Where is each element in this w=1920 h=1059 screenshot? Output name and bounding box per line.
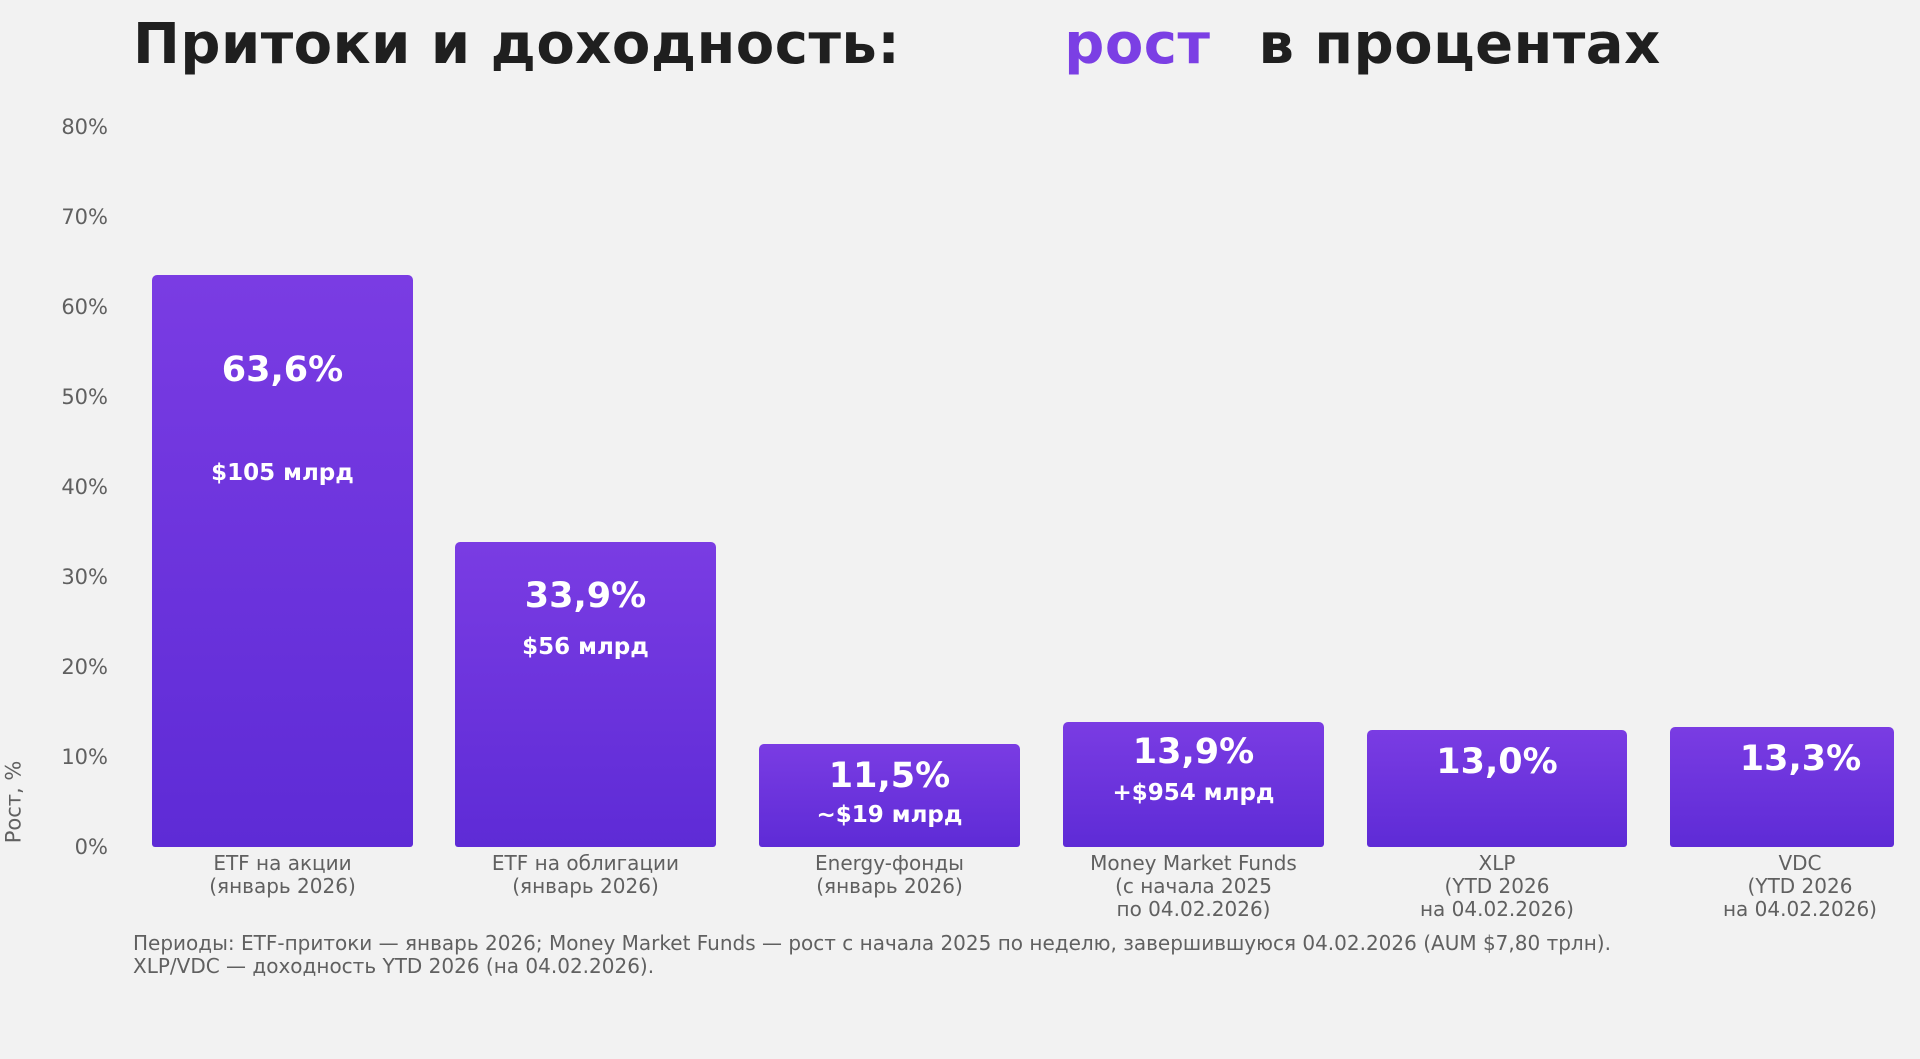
bar-value-label: 33,9% — [524, 575, 647, 616]
x-category-label-line: ETF на акции — [213, 851, 352, 875]
bar: 33,9% $56 млрд — [455, 541, 716, 847]
y-axis-label: Рост, % — [1, 760, 26, 844]
bar-amount-label: $105 млрд — [211, 459, 354, 486]
x-category-label-line: по 04.02.2026) — [1116, 897, 1271, 921]
bar-amount-label: ~$19 млрд — [816, 801, 963, 828]
bar: 11,5% ~$19 млрд — [759, 743, 1020, 847]
footnote-line-2: XLP/VDC — доходность YTD 2026 (на 04.02.… — [133, 954, 655, 978]
bar-amount-label: $56 млрд — [522, 633, 649, 660]
title-part1: Притоки и доходность: — [133, 12, 901, 77]
x-category-label-line: (январь 2026) — [209, 874, 356, 898]
x-category-label-line: VDC — [1778, 851, 1822, 875]
y-tick-label: 10% — [61, 745, 108, 769]
x-category-label-line: XLP — [1478, 851, 1516, 875]
x-category-label-line: (YTD 2026 — [1444, 874, 1550, 898]
x-category-label-line: Money Market Funds — [1090, 851, 1297, 875]
y-tick-label: 50% — [61, 385, 108, 409]
x-category-label: ETF на акции (январь 2026) — [123, 852, 443, 898]
bar-value-label: 13,0% — [1436, 742, 1558, 782]
footnote: Периоды: ETF-притоки — январь 2026; Mone… — [133, 932, 1611, 978]
bar: 13,3% — [1670, 727, 1894, 847]
bar-value-label: 11,5% — [828, 755, 951, 796]
y-tick-label: 70% — [61, 205, 108, 229]
bar-value-label: 13,3% — [1739, 739, 1862, 780]
x-category-label: Energy-фонды (январь 2026) — [730, 852, 1050, 898]
chart-title: Притоки и доходность: рост в процентах — [133, 12, 1661, 77]
y-tick-label: 20% — [61, 655, 108, 679]
x-category-label: VDC (YTD 2026 на 04.02.2026) — [1640, 852, 1920, 921]
x-category-label-line: Energy-фонды — [815, 851, 964, 875]
x-category-label-line: на 04.02.2026) — [1419, 897, 1574, 921]
x-category-label-line: ETF на облигации — [491, 851, 680, 875]
x-category-label-line: на 04.02.2026) — [1722, 897, 1877, 921]
x-category-label: XLP (YTD 2026 на 04.02.2026) — [1337, 852, 1657, 921]
title-accent: рост — [1064, 12, 1211, 77]
bar-value-label: 13,9% — [1132, 731, 1255, 772]
y-tick-label: 80% — [61, 115, 108, 139]
y-tick-label: 40% — [61, 475, 108, 499]
x-category-label-line: (январь 2026) — [816, 874, 963, 898]
x-category-label-line: (январь 2026) — [512, 874, 659, 898]
y-tick-label: 60% — [61, 295, 108, 319]
y-tick-label: 30% — [61, 565, 108, 589]
x-category-label: Money Market Funds (с начала 2025 по 04.02… — [1034, 852, 1354, 921]
bar: 13,9% +$954 млрд — [1063, 721, 1324, 847]
x-category-label-line: (YTD 2026 — [1747, 874, 1853, 898]
bar: 63,6% $105 млрд — [152, 274, 413, 847]
title-part2: в процентах — [1258, 12, 1661, 77]
footnote-line-1: Периоды: ETF-притоки — январь 2026; Mone… — [133, 931, 1611, 955]
y-tick-label: 0% — [74, 835, 108, 859]
x-category-label-line: (с начала 2025 — [1115, 874, 1272, 898]
bar: 13,0% — [1367, 730, 1627, 847]
bar-value-label: 63,6% — [221, 349, 344, 390]
x-category-label: ETF на облигации (январь 2026) — [426, 852, 746, 898]
bar-amount-label: +$954 млрд — [1112, 779, 1275, 806]
